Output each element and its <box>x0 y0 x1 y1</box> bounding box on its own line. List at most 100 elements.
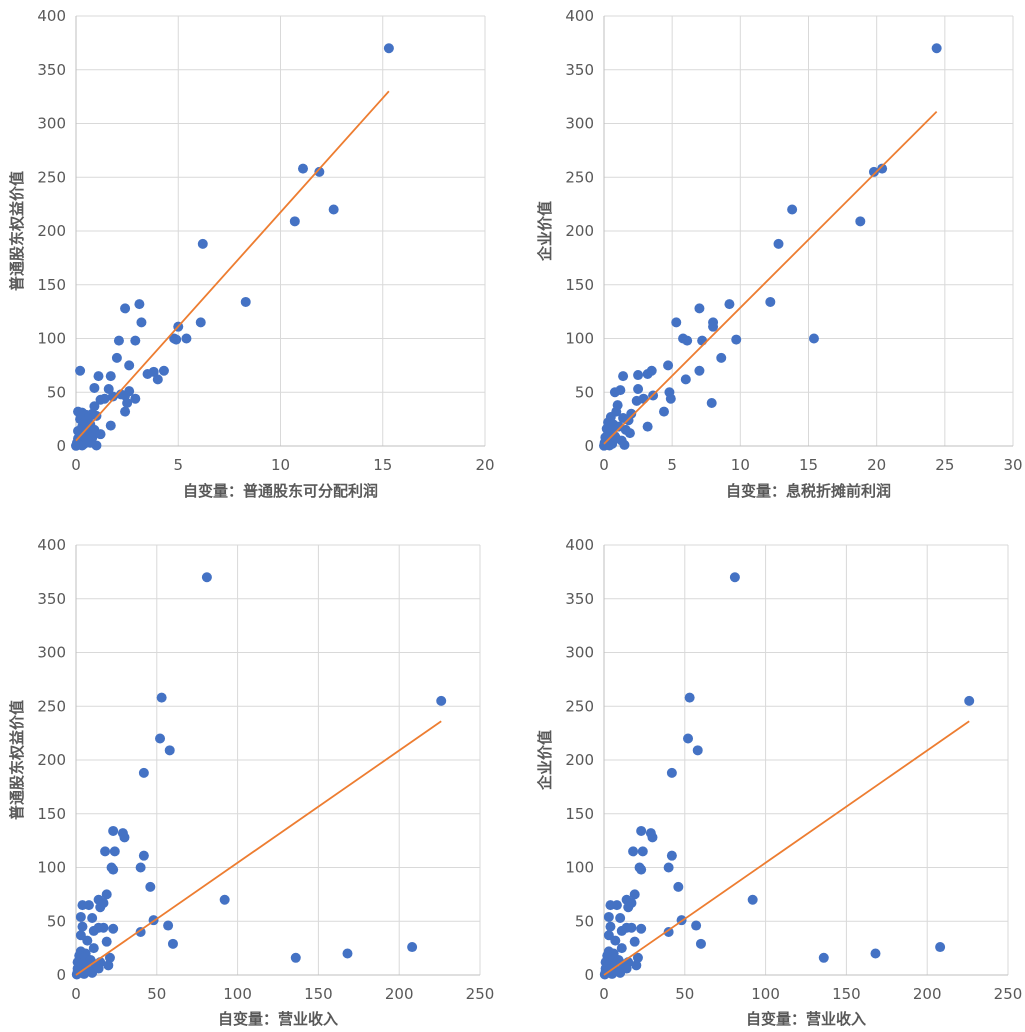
y-tick-label: 200 <box>565 222 594 240</box>
data-point <box>88 943 99 954</box>
data-point <box>615 385 626 396</box>
data-point <box>152 374 163 385</box>
y-tick-label: 300 <box>37 115 66 133</box>
y-tick-label: 50 <box>47 383 66 401</box>
x-axis-title: 自变量：营业收入 <box>218 1010 338 1028</box>
data-point <box>935 942 946 953</box>
data-point <box>731 334 742 345</box>
y-tick-label: 400 <box>565 7 594 25</box>
x-tick-label: 30 <box>1003 456 1022 474</box>
data-point <box>605 921 616 932</box>
data-point <box>89 401 100 412</box>
data-point <box>666 850 677 861</box>
y-tick-label: 150 <box>565 805 594 823</box>
data-point <box>108 825 119 836</box>
y-tick-label: 200 <box>37 222 66 240</box>
x-axis-title: 自变量：息税折摊前利润 <box>726 482 891 500</box>
data-point <box>747 894 758 905</box>
y-tick-label: 50 <box>575 383 594 401</box>
trendline <box>75 90 390 442</box>
data-point <box>201 572 212 583</box>
y-tick-label: 250 <box>37 697 66 715</box>
data-point <box>615 913 626 924</box>
x-axis-title: 自变量：营业收入 <box>746 1010 866 1028</box>
data-point <box>626 922 637 933</box>
data-point <box>407 942 418 953</box>
x-tick-label: 150 <box>832 985 861 1003</box>
x-tick-label: 200 <box>913 985 942 1003</box>
data-point <box>877 163 888 174</box>
data-point <box>729 572 740 583</box>
data-point <box>765 296 776 307</box>
data-point <box>145 881 156 892</box>
y-tick-label: 200 <box>37 751 66 769</box>
data-point <box>120 406 131 417</box>
data-point <box>773 238 784 249</box>
data-point <box>119 832 130 843</box>
x-tick-label: 50 <box>675 985 694 1003</box>
data-point <box>631 960 642 971</box>
data-point <box>636 864 647 875</box>
data-point <box>75 365 86 376</box>
data-point <box>658 406 669 417</box>
data-point <box>100 846 111 857</box>
data-point <box>181 333 192 344</box>
y-tick-label: 250 <box>37 168 66 186</box>
data-point <box>642 368 653 379</box>
data-point <box>77 921 88 932</box>
data-point <box>629 889 640 900</box>
y-tick-label: 50 <box>47 912 66 930</box>
x-tick-label: 0 <box>71 985 81 1003</box>
x-tick-label: 50 <box>147 985 166 1003</box>
data-point <box>134 299 145 310</box>
y-tick-label: 400 <box>37 7 66 25</box>
data-point <box>610 935 621 946</box>
y-tick-label: 300 <box>565 115 594 133</box>
data-point <box>631 395 642 406</box>
y-tick-label: 350 <box>37 61 66 79</box>
data-point <box>931 43 942 54</box>
data-point <box>618 371 629 382</box>
data-point <box>113 335 124 346</box>
x-tick-label: 10 <box>271 456 290 474</box>
y-axis-title: 普通股东权益价值 <box>8 171 26 291</box>
data-point <box>632 952 643 963</box>
data-point <box>663 927 674 937</box>
y-tick-label: 0 <box>584 437 594 455</box>
data-point <box>240 296 251 307</box>
x-tick-label: 0 <box>599 985 609 1003</box>
data-point <box>683 733 694 744</box>
x-tick-label: 20 <box>867 456 886 474</box>
data-point <box>105 420 116 431</box>
data-point <box>605 900 616 911</box>
y-tick-label: 150 <box>37 805 66 823</box>
y-tick-label: 300 <box>565 644 594 662</box>
y-tick-label: 50 <box>575 912 594 930</box>
data-point <box>666 767 677 778</box>
x-axis-title: 自变量：普通股东可分配利润 <box>183 482 378 500</box>
data-point <box>163 920 174 931</box>
x-tick-label: 15 <box>799 456 818 474</box>
data-point <box>636 825 647 836</box>
data-point <box>436 695 447 706</box>
data-point <box>138 767 149 778</box>
data-point <box>130 393 141 404</box>
data-point <box>616 925 627 936</box>
data-point <box>109 846 120 857</box>
data-point <box>633 384 644 395</box>
y-tick-label: 200 <box>565 751 594 769</box>
data-point <box>691 920 702 931</box>
data-point <box>619 439 630 450</box>
data-point <box>122 398 133 408</box>
data-point <box>120 303 131 314</box>
x-tick-label: 20 <box>475 456 494 474</box>
x-tick-label: 150 <box>304 985 333 1003</box>
data-point <box>633 370 644 381</box>
data-point <box>868 166 879 177</box>
data-point <box>604 440 615 451</box>
data-point <box>71 440 81 451</box>
data-point <box>77 900 88 911</box>
data-point <box>103 960 114 971</box>
data-point <box>611 433 622 444</box>
